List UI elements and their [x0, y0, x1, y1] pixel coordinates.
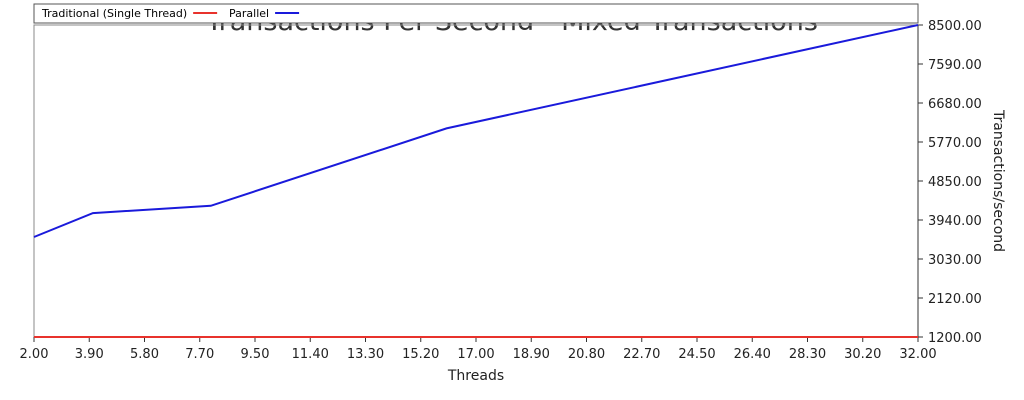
x-tick-label: 26.40 — [734, 347, 771, 362]
plot-frame — [33, 24, 919, 338]
x-tick-label: 7.70 — [185, 347, 214, 362]
plot-area — [33, 24, 919, 338]
y-tick-label: 3030.00 — [928, 253, 982, 268]
y-tick-label: 4850.00 — [928, 175, 982, 190]
y-tick-label: 8500.00 — [928, 19, 982, 34]
y-tick-label: 6680.00 — [928, 97, 982, 112]
x-tick-label: 24.50 — [678, 347, 715, 362]
x-tick-label: 5.80 — [130, 347, 159, 362]
x-tick-label: 28.30 — [789, 347, 826, 362]
x-tick-label: 20.80 — [568, 347, 605, 362]
series-line-1 — [33, 24, 919, 238]
y-tick-label: 3940.00 — [928, 214, 982, 229]
x-tick-label: 22.70 — [623, 347, 660, 362]
legend-items: Traditional (Single Thread) Parallel — [41, 7, 300, 20]
x-axis-ticks: 2.00 3.90 5.80 7.70 9.50 11.40 13.30 15.20 17.00… — [20, 337, 937, 362]
series-layer — [33, 24, 919, 338]
x-tick-label: 9.50 — [241, 347, 270, 362]
y-tick-label: 2120.00 — [928, 292, 982, 307]
legend: Traditional (Single Thread) Parallel — [33, 3, 919, 24]
x-tick-label: 15.20 — [402, 347, 439, 362]
legend-label: Parallel — [229, 7, 269, 20]
y-tick-label: 7590.00 — [928, 58, 982, 73]
x-tick-label: 2.00 — [20, 347, 49, 362]
x-tick-label: 3.90 — [75, 347, 104, 362]
x-tick-label: 30.20 — [844, 347, 881, 362]
y-tick-label: 1200.00 — [928, 331, 982, 346]
x-tick-label: 17.00 — [457, 347, 494, 362]
legend-box — [33, 3, 919, 24]
x-tick-label: 11.40 — [292, 347, 329, 362]
y-tick-label: 5770.00 — [928, 136, 982, 151]
x-tick-label: 13.30 — [347, 347, 384, 362]
legend-label: Traditional (Single Thread) — [41, 7, 187, 20]
x-axis-title: Threads — [447, 368, 504, 384]
x-tick-label: 32.00 — [899, 347, 936, 362]
y-axis-ticks: 1200.00 2120.00 3030.00 3940.00 4850.00 5770.… — [918, 19, 982, 346]
y-axis-title: Transactions/second — [990, 109, 1006, 252]
x-tick-label: 18.90 — [513, 347, 550, 362]
